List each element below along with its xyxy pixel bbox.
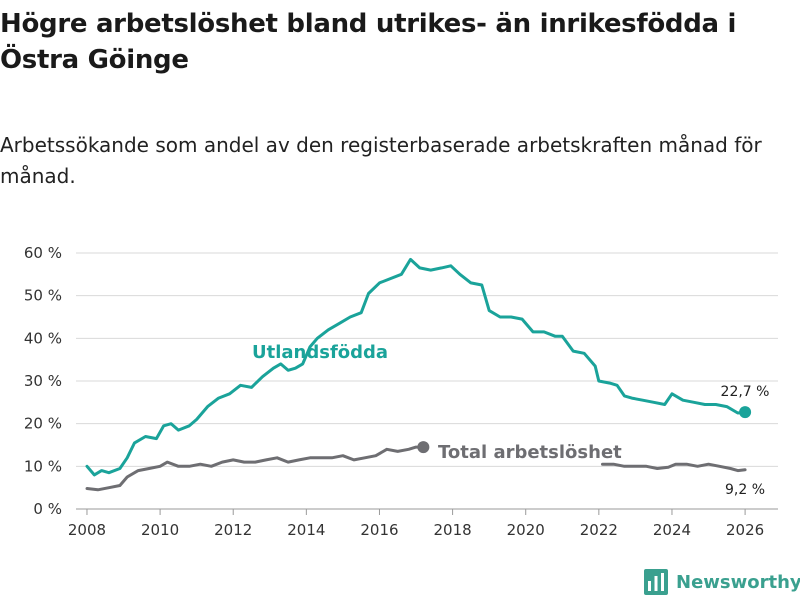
end-label-total: 9,2 %: [725, 482, 765, 498]
x-tick-label: 2020: [507, 521, 545, 539]
y-tick-label: 60 %: [24, 244, 62, 262]
newsworthy-logo: Newsworthy: [644, 569, 800, 595]
y-tick-label: 30 %: [24, 372, 62, 390]
series-lines: [85, 257, 752, 492]
y-tick-label: 20 %: [24, 415, 62, 433]
y-tick-label: 40 %: [24, 329, 62, 347]
y-tick-label: 10 %: [24, 457, 62, 475]
series-end-dot-1: [417, 441, 430, 454]
series-line-2: [601, 462, 747, 473]
y-axis-ticks: 0 % 10 % 20 % 30 % 40 % 50 % 60 %: [24, 244, 62, 518]
x-tick-label: 2016: [360, 521, 398, 539]
chart-subtitle: Arbetssökande som andel av den registerb…: [0, 133, 762, 188]
x-tick-label: 2008: [68, 521, 106, 539]
series-line-0: [85, 257, 747, 477]
y-tick-label: 0 %: [33, 500, 62, 518]
series-line-1: [85, 445, 425, 492]
series-label-total: Total arbetslöshet: [438, 442, 622, 463]
y-tick-label: 50 %: [24, 287, 62, 305]
end-label-utlandsfodda: 22,7 %: [721, 384, 770, 400]
x-tick-label: 2026: [726, 521, 764, 539]
grid-lines: [76, 252, 778, 510]
x-tick-label: 2012: [214, 521, 252, 539]
x-tick-label: 2024: [653, 521, 691, 539]
x-tick-label: 2018: [434, 521, 472, 539]
series-end-dot-0: [739, 406, 752, 419]
x-tick-label: 2010: [141, 521, 179, 539]
x-tick-label: 2022: [580, 521, 618, 539]
x-axis-ticks: 2008 2010 2012 2014 2016 2018 2020 2022 2024 2026: [68, 509, 764, 539]
bar-chart-icon: [644, 569, 668, 595]
x-tick-label: 2014: [287, 521, 325, 539]
series-label-utlandsfodda: Utlandsfödda: [252, 342, 388, 363]
brand-name: Newsworthy: [676, 571, 800, 593]
chart-title: Högre arbetslöshet bland utrikes- än inr…: [0, 9, 737, 75]
